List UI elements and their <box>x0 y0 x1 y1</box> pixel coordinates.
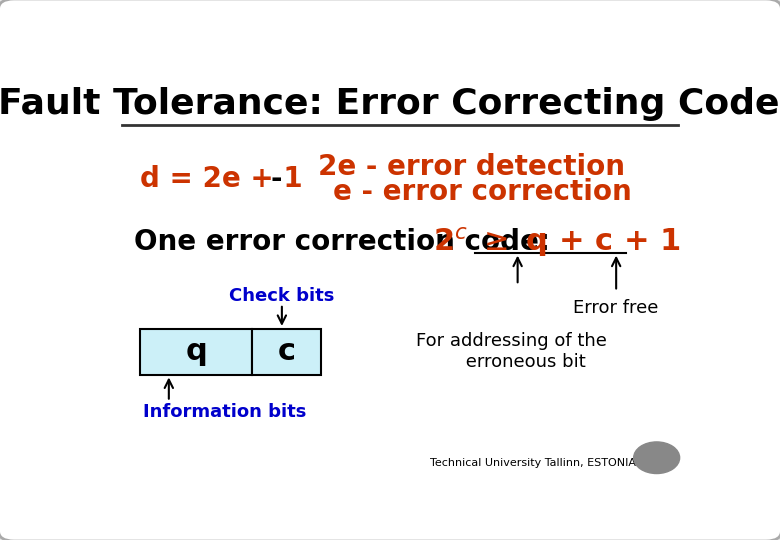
Text: Information bits: Information bits <box>143 403 307 421</box>
Text: q: q <box>185 337 207 366</box>
Circle shape <box>633 442 679 474</box>
Text: Fault Tolerance: Error Correcting Codes: Fault Tolerance: Error Correcting Codes <box>0 87 780 122</box>
Text: For addressing of the
     erroneous bit: For addressing of the erroneous bit <box>417 332 607 371</box>
Text: -: - <box>270 165 282 193</box>
FancyBboxPatch shape <box>140 329 252 375</box>
Text: Check bits: Check bits <box>229 287 335 305</box>
Text: e - error correction: e - error correction <box>333 178 632 206</box>
Text: Error free: Error free <box>573 299 659 317</box>
Text: 2$^c$ $\geq$ q + c + 1: 2$^c$ $\geq$ q + c + 1 <box>433 225 680 259</box>
FancyBboxPatch shape <box>252 329 321 375</box>
Text: 2e - error detection: 2e - error detection <box>318 153 625 181</box>
Text: One error correction code:: One error correction code: <box>134 227 550 255</box>
Text: d = 2e + 1: d = 2e + 1 <box>140 165 303 193</box>
Text: Technical University Tallinn, ESTONIA: Technical University Tallinn, ESTONIA <box>430 458 636 468</box>
Text: c: c <box>278 337 296 366</box>
